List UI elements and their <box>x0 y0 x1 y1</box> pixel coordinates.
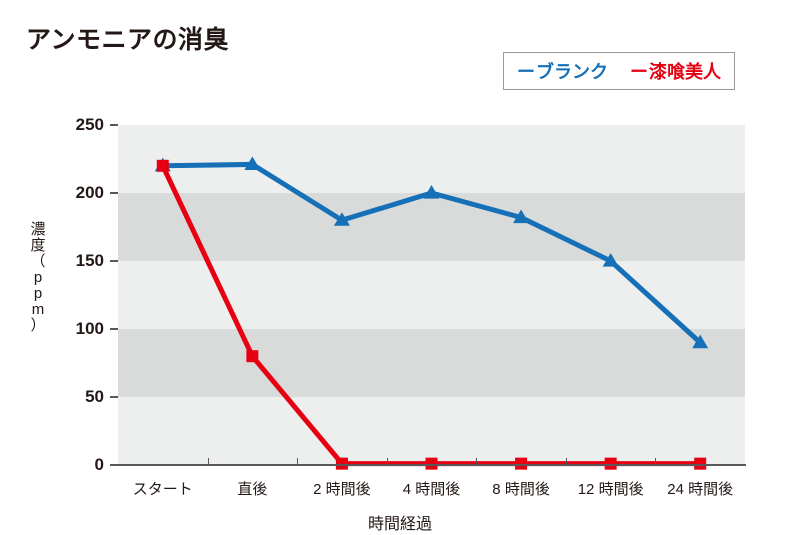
data-point-marker <box>156 159 169 172</box>
x-axis-tick-label: 8 時間後 <box>492 481 550 498</box>
plot-band <box>118 193 745 261</box>
series-line <box>160 164 701 467</box>
series-container <box>154 156 709 470</box>
y-axis-title-char: p <box>33 285 43 302</box>
data-point-marker <box>515 457 528 470</box>
data-point-marker <box>602 253 619 267</box>
y-axis-title-char: ） <box>30 317 46 334</box>
legend-item-blank: ー ブランク <box>517 58 608 84</box>
x-axis-tick-label: 12 時間後 <box>577 481 644 498</box>
y-axis-title-char: 濃 <box>30 221 46 238</box>
legend-dash-blue: ー <box>517 62 535 82</box>
data-point-marker <box>333 212 350 226</box>
legend-label-shikkuibijin: 漆喰美人 <box>649 62 721 82</box>
x-axis-tick <box>476 458 478 465</box>
data-point-marker <box>694 457 707 470</box>
data-point-marker <box>692 334 709 349</box>
x-axis-title: 時間経過 <box>367 516 432 533</box>
x-axis-labels: スタート 直後 2 時間後 4 時間後 8 時間後 12 時間後 24 時間後 <box>118 478 746 502</box>
y-axis-title-char: p <box>33 269 43 286</box>
data-point-marker <box>246 350 259 363</box>
x-axis-tick <box>565 458 567 465</box>
y-axis-tick-label: 200 <box>75 183 104 202</box>
x-axis-tick <box>207 458 209 465</box>
y-axis-tick <box>110 328 118 330</box>
x-axis-tick <box>386 458 388 465</box>
plot-area <box>118 125 745 470</box>
data-point-marker <box>604 457 617 470</box>
data-point-marker <box>513 209 530 224</box>
x-axis-tick-label: 4 時間後 <box>402 481 461 498</box>
y-axis-tick-label: 100 <box>75 319 104 338</box>
y-axis-tick-label: 150 <box>75 251 104 270</box>
x-axis-tick-label: 直後 <box>237 481 268 498</box>
legend-item-shikkuibijin: ー 漆喰美人 <box>630 58 721 84</box>
y-axis-title-char: 度 <box>30 237 46 254</box>
y-axis-tick <box>110 396 118 398</box>
y-axis-tick <box>110 464 118 466</box>
y-axis-tick-label: 250 <box>75 115 104 134</box>
chart-legend: ー ブランク ー 漆喰美人 <box>503 52 735 90</box>
data-point-marker <box>244 156 261 171</box>
y-axis-tick <box>110 260 118 262</box>
x-axis-tick <box>655 458 657 465</box>
x-axis-tick-label: 2 時間後 <box>313 481 371 498</box>
y-axis-tick <box>110 124 118 126</box>
x-axis-tick-label: スタート <box>132 481 193 498</box>
data-point-marker <box>335 457 348 470</box>
legend-dash-red: ー <box>630 62 648 82</box>
y-axis-tick <box>110 192 118 194</box>
series-shikkuibijin <box>156 159 707 470</box>
legend-label-blank: ブランク <box>536 62 608 82</box>
x-axis-tick-label: 24 時間後 <box>667 481 734 498</box>
y-axis-tick-label: 50 <box>85 387 104 406</box>
y-axis-labels: 0 50 100 150 200 250 <box>0 0 104 535</box>
data-point-marker <box>425 457 438 470</box>
plot-band <box>118 329 745 397</box>
data-point-marker <box>423 185 440 199</box>
y-axis-title-char: （ <box>30 253 46 270</box>
x-axis-tick <box>297 458 299 465</box>
y-axis-tick-label: 0 <box>94 455 104 474</box>
y-axis-title-char: m <box>31 301 45 318</box>
y-axis-title: 濃度（p p m） <box>24 222 52 334</box>
page-title: アンモニアの消臭 <box>26 26 230 54</box>
x-axis-line <box>118 464 746 466</box>
